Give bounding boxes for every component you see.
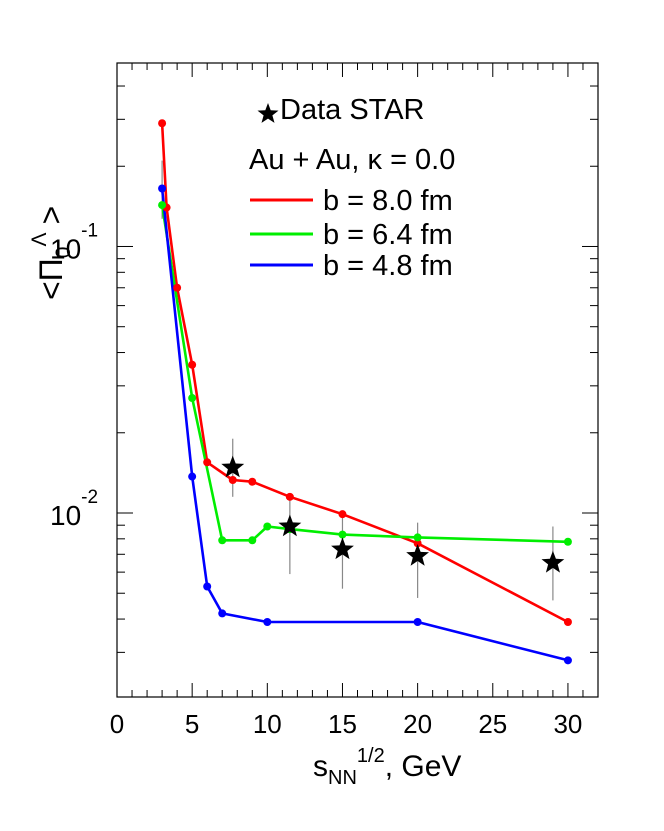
- y-tick-labels: 10-1 10-2: [50, 220, 98, 531]
- series-point: [248, 536, 257, 545]
- series-point: [263, 617, 272, 626]
- series-point: [228, 475, 237, 484]
- series-point: [188, 360, 197, 369]
- legend-star-marker: [257, 103, 279, 123]
- data-star: [278, 514, 302, 537]
- series-point: [158, 184, 167, 193]
- series-point: [563, 617, 572, 626]
- series-point: [338, 510, 347, 519]
- x-tick-label: 15: [328, 709, 357, 739]
- series-point: [203, 458, 212, 467]
- series-point: [263, 522, 272, 531]
- axis-ticks: [116, 63, 599, 697]
- data-stars: [221, 455, 565, 573]
- x-axis-label: sNN1/2, GeV: [313, 745, 461, 789]
- series-point: [218, 536, 227, 545]
- legend-label-b64: b = 6.4 fm: [323, 219, 453, 251]
- series-point: [413, 617, 422, 626]
- annotation-system: Au + Au, κ = 0.0: [249, 144, 455, 176]
- y-tick-label: 10-1: [50, 220, 98, 264]
- series-point: [158, 201, 167, 210]
- x-tick-label: 20: [403, 709, 432, 739]
- data-star: [406, 544, 429, 566]
- y-tick-label: 10-2: [50, 487, 98, 531]
- x-tick-label: 5: [185, 709, 199, 739]
- legend-star-icon: [257, 103, 279, 123]
- data-star: [331, 537, 354, 560]
- x-tick-label: 0: [110, 709, 124, 739]
- series-point: [188, 394, 197, 403]
- series-point: [188, 472, 197, 481]
- x-tick-label: 25: [478, 709, 507, 739]
- x-tick-label: 10: [253, 709, 282, 739]
- series-points: [158, 119, 572, 665]
- series-point: [173, 283, 182, 292]
- series-point: [413, 539, 422, 548]
- series-point: [158, 119, 167, 128]
- x-tick-labels: 0 5 10 15 20 25 30: [110, 709, 583, 739]
- y-axis-label: <Π0Λ>: [28, 206, 75, 300]
- x-tick-label: 30: [553, 709, 582, 739]
- series-point: [248, 477, 257, 486]
- series-point: [563, 537, 572, 546]
- data-star: [541, 550, 565, 573]
- legend-data-label: Data STAR: [280, 94, 425, 126]
- data-star: [221, 455, 245, 478]
- series-point: [563, 656, 572, 665]
- legend: Data STAR Au + Au, κ = 0.0 b = 8.0 fm b …: [249, 94, 455, 282]
- series-point: [203, 582, 212, 591]
- series-point: [413, 533, 422, 542]
- series-point: [218, 609, 227, 618]
- series-point: [338, 530, 347, 539]
- legend-label-b48: b = 4.8 fm: [323, 250, 453, 282]
- series-point: [285, 492, 294, 501]
- legend-label-b80: b = 8.0 fm: [323, 185, 453, 217]
